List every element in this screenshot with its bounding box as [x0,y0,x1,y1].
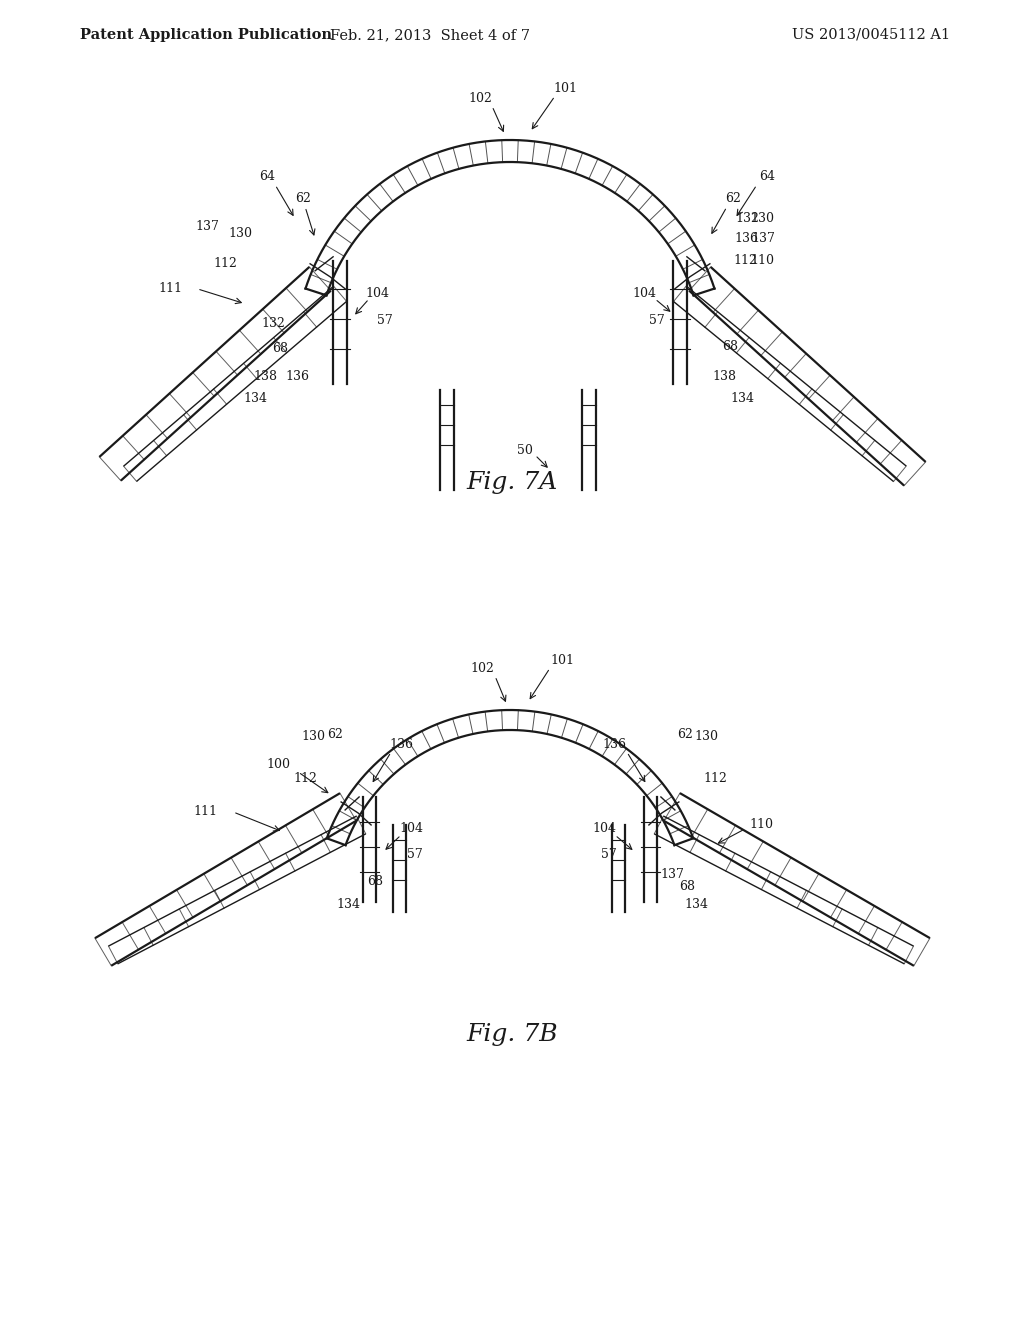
Text: 111: 111 [158,282,182,296]
Text: 132: 132 [735,213,759,226]
Text: 138: 138 [713,371,737,383]
Text: Fig. 7B: Fig. 7B [466,1023,558,1047]
Text: 101: 101 [553,82,577,95]
Text: 57: 57 [408,849,423,862]
Text: 62: 62 [725,193,740,206]
Text: 112: 112 [213,257,237,271]
Text: 104: 104 [366,288,389,300]
Text: 134: 134 [685,899,709,912]
Text: 57: 57 [649,314,665,327]
Text: 100: 100 [266,759,290,771]
Text: 130: 130 [695,730,719,743]
Text: Fig. 7A: Fig. 7A [466,470,558,494]
Text: 68: 68 [272,342,288,355]
Text: 136: 136 [285,371,309,383]
Text: 136: 136 [389,738,413,751]
Text: 62: 62 [677,729,693,742]
Text: Feb. 21, 2013  Sheet 4 of 7: Feb. 21, 2013 Sheet 4 of 7 [330,28,530,42]
Text: 138: 138 [253,371,278,383]
Text: 134: 134 [243,392,267,405]
Text: 136: 136 [603,738,627,751]
Text: 137: 137 [751,232,775,246]
Text: 57: 57 [601,849,616,862]
Text: 130: 130 [301,730,325,743]
Text: 68: 68 [679,880,695,894]
Text: 104: 104 [593,822,616,836]
Text: 62: 62 [295,193,311,206]
Text: 110: 110 [751,255,775,267]
Text: Patent Application Publication: Patent Application Publication [80,28,332,42]
Text: 62: 62 [328,729,343,742]
Text: 110: 110 [750,818,774,832]
Text: US 2013/0045112 A1: US 2013/0045112 A1 [792,28,950,42]
Text: 137: 137 [196,220,219,234]
Text: 50: 50 [517,444,532,457]
Text: 137: 137 [659,869,684,882]
Text: 111: 111 [194,805,217,818]
Text: 104: 104 [633,288,656,300]
Text: 134: 134 [336,899,360,912]
Text: 64: 64 [759,170,775,183]
Text: 136: 136 [735,232,759,246]
Text: 134: 134 [731,392,755,405]
Text: 112: 112 [733,255,757,267]
Text: 102: 102 [470,661,494,675]
Text: 130: 130 [751,213,775,226]
Text: 112: 112 [702,772,727,785]
Text: 101: 101 [550,653,574,667]
Text: 57: 57 [377,314,393,327]
Text: 102: 102 [468,91,492,104]
Text: 68: 68 [722,341,738,354]
Text: 132: 132 [261,317,285,330]
Text: 64: 64 [259,170,275,183]
Text: 68: 68 [368,875,383,888]
Text: 112: 112 [293,772,317,785]
Text: 104: 104 [399,822,423,836]
Text: 130: 130 [228,227,252,240]
